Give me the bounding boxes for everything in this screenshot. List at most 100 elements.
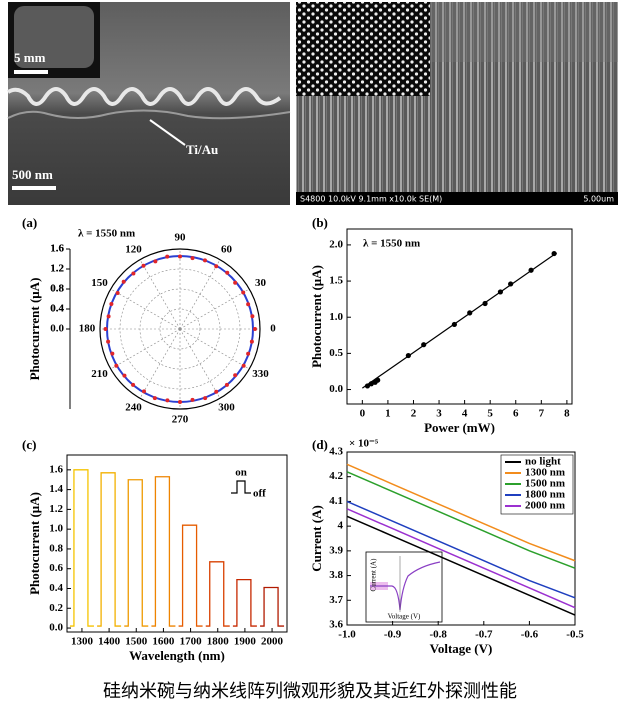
y-tick-label: 1.0 — [329, 311, 343, 323]
y-tick-label: 1.6 — [49, 463, 63, 475]
data-point — [122, 373, 127, 378]
x-axis-label: Power (mW) — [424, 420, 495, 435]
angular-grid — [179, 328, 221, 399]
angle-label: 180 — [79, 323, 96, 335]
sem-info: S4800 10.0kV 9.1mm x10.0k SE(M) — [300, 195, 442, 204]
legend-label: 2000 nm — [525, 500, 565, 512]
data-point — [131, 382, 136, 387]
y-tick-label: 0.5 — [329, 347, 343, 359]
data-point — [249, 339, 254, 344]
inset-label: off — [253, 488, 266, 500]
x-tick-label: 8 — [564, 408, 570, 420]
pulse — [232, 578, 257, 627]
data-point — [165, 398, 170, 403]
inset-x-label: Voltage (V) — [388, 613, 421, 621]
y-axis-label: Photocurrent (μA) — [309, 265, 324, 368]
data-point — [253, 327, 257, 331]
on-off-icon — [231, 480, 251, 494]
y-tick-label: 4 — [338, 520, 344, 532]
angle-label: 150 — [91, 277, 108, 289]
scale-label: 500 nm — [12, 167, 53, 182]
angle-label: 0 — [270, 323, 276, 335]
angular-grid — [179, 288, 250, 330]
x-tick-label: 5 — [487, 408, 493, 420]
y-axis-label: Current (A) — [309, 505, 324, 572]
y-axis-label: Photocurrent (μA) — [27, 492, 42, 595]
inset-iv — [365, 551, 443, 623]
fit-line — [361, 252, 558, 389]
angle-label: 300 — [218, 401, 235, 413]
angle-label: 90 — [175, 232, 187, 244]
data-point — [246, 351, 251, 356]
data-point — [178, 254, 182, 259]
data-point — [451, 321, 457, 328]
data-point — [405, 352, 411, 359]
caption: 硅纳米碗与纳米线阵列微观形貌及其近红外探测性能 — [103, 681, 517, 702]
data-point — [106, 339, 111, 344]
angular-grid — [179, 259, 221, 330]
data-point — [103, 327, 108, 331]
angle-label: 270 — [172, 414, 189, 426]
x-tick-label: 0 — [360, 408, 366, 420]
inset-scale: 5 mm — [14, 50, 46, 65]
plot-frame — [346, 451, 576, 626]
x-tick-label: -0.9 — [384, 629, 402, 641]
x-tick-label: 2000 — [261, 636, 284, 648]
angular-grid — [139, 259, 181, 330]
data-point — [190, 397, 195, 402]
angle-label: 120 — [125, 244, 142, 256]
y-tick-label: 0.0 — [50, 323, 64, 335]
sem-image-bowls: 5 mm 500 nm Ti/Au — [6, 2, 291, 205]
x-tick-label: 1800 — [207, 636, 230, 648]
pulse — [151, 476, 176, 627]
y-axis-label: Photocurrent (μA) — [27, 278, 42, 381]
legend-label: no light — [525, 456, 561, 468]
x-tick-label: 1 — [385, 408, 391, 420]
angle-label: 240 — [125, 401, 142, 413]
y-tick-label: 1.0 — [49, 523, 63, 535]
y-tick-label: 0.8 — [49, 542, 63, 554]
y-tick-label: 3.8 — [329, 569, 343, 581]
y-tick-label: 1.6 — [50, 243, 64, 255]
series-line — [346, 471, 576, 569]
data-point — [141, 263, 146, 268]
data-point — [202, 258, 207, 263]
y-tick-label: 1.5 — [329, 275, 343, 287]
x-tick-label: 1400 — [98, 636, 121, 648]
data-point — [152, 396, 157, 401]
x-tick-label: 1900 — [234, 636, 257, 648]
series-line — [346, 463, 576, 562]
data-point — [225, 270, 230, 275]
data-point — [246, 302, 251, 307]
y-tick-label: 2.0 — [329, 238, 343, 250]
data-point — [114, 363, 119, 368]
data-point — [178, 400, 182, 404]
x-tick-label: 1600 — [152, 636, 175, 648]
sem-scale: 5.00um — [583, 195, 614, 204]
y-tick-label: 0.0 — [329, 383, 343, 395]
x-tick-label: -0.5 — [566, 629, 584, 641]
y-tick-label: 0.4 — [49, 582, 63, 594]
data-point — [142, 389, 146, 394]
y-tick-label: 0.8 — [50, 283, 64, 295]
legend-label: 1300 nm — [525, 467, 565, 479]
y-tick-label: 0.2 — [49, 602, 63, 614]
angle-label: 60 — [221, 244, 233, 256]
data-point — [233, 373, 238, 378]
y-tick-label: 3.7 — [329, 594, 343, 606]
data-point — [364, 383, 371, 389]
legend-label: 1500 nm — [525, 478, 565, 490]
x-axis-label: Wavelength (nm) — [129, 648, 225, 663]
panel-label: (d) — [312, 437, 328, 452]
y-tick-label: 4.3 — [329, 446, 343, 458]
y-tick-label: 0.4 — [50, 303, 64, 315]
y-tick-label: 1.6 — [50, 243, 64, 255]
data-point — [121, 279, 126, 284]
series-line — [346, 515, 576, 616]
angular-grid — [110, 288, 181, 330]
y-tick-label: 3.6 — [329, 619, 343, 631]
data-point — [110, 351, 115, 356]
y-tick-label: 1.4 — [49, 483, 63, 495]
panel-label: (a) — [22, 215, 37, 230]
annotation: Ti/Au — [186, 142, 218, 157]
